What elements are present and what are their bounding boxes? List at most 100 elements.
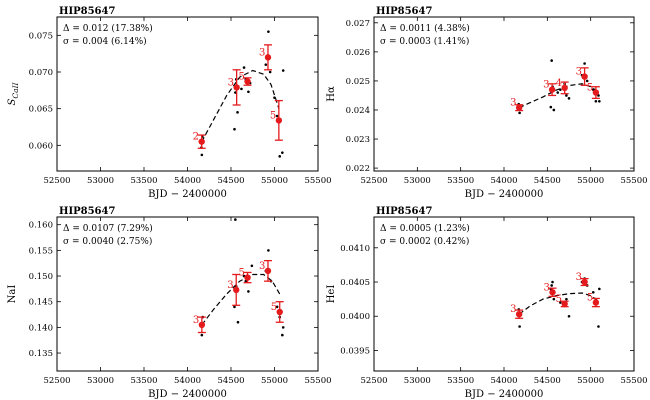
data-point: [247, 290, 250, 293]
y-axis-label: HeI: [326, 285, 337, 304]
y-tick-label: 0.026: [346, 48, 370, 58]
x-tick-label: 55000: [261, 376, 288, 386]
data-point: [234, 91, 237, 94]
x-tick-label: 52500: [360, 176, 387, 186]
y-tick-label: 0.155: [29, 246, 53, 256]
annotation-sigma: σ = 0.0003 (1.41%): [380, 36, 469, 47]
annotation-delta: Δ = 0.0011 (4.38%): [380, 23, 470, 34]
x-tick-label: 53500: [447, 376, 474, 386]
y-axis-label: NaI: [7, 285, 18, 304]
x-tick-label: 54000: [174, 176, 201, 186]
data-point: [275, 114, 279, 118]
x-tick-label: 55500: [304, 176, 331, 186]
count-label: 3: [228, 77, 234, 88]
y-tick-label: 0.135: [29, 349, 53, 359]
mean-point: [244, 78, 251, 85]
data-point: [552, 108, 556, 112]
data-point: [591, 290, 595, 294]
count-label: 3: [259, 47, 265, 58]
count-label: 4: [556, 78, 562, 89]
x-tick-label: 54500: [534, 376, 561, 386]
data-point: [240, 87, 243, 91]
y-tick-label: 0.065: [29, 105, 53, 115]
x-tick-label: 55000: [577, 376, 604, 386]
x-tick-label: 55000: [577, 176, 604, 186]
mean-point: [549, 289, 556, 296]
count-label: 5: [270, 110, 276, 121]
count-label: 3: [576, 272, 582, 283]
x-axis-label: BJD − 2400000: [465, 189, 544, 200]
y-tick-label: 0.025: [346, 77, 370, 87]
y-tick-label: 0.0405: [340, 278, 370, 288]
x-tick-label: 53000: [87, 176, 114, 186]
count-label: 3: [510, 98, 516, 109]
data-point: [264, 63, 268, 66]
mean-point: [264, 267, 272, 275]
data-point: [594, 99, 598, 103]
mean-point: [244, 274, 251, 281]
mean-point: [515, 104, 523, 111]
x-tick-label: 53500: [130, 176, 157, 186]
data-point: [518, 111, 521, 115]
count-label: 5: [556, 294, 562, 305]
data-point: [567, 314, 571, 318]
y-tick-label: 0.0395: [340, 346, 370, 356]
x-axis-label: BJD − 2400000: [148, 389, 227, 400]
data-point: [550, 284, 553, 287]
data-point: [200, 153, 204, 157]
y-tick-label: 0.027: [346, 19, 370, 29]
data-point: [552, 297, 556, 301]
y-tick-label: 0.070: [29, 68, 53, 78]
data-point: [565, 297, 568, 301]
y-tick-label: 0.024: [346, 106, 370, 116]
fit-curve: [518, 292, 597, 315]
x-tick-label: 54000: [490, 176, 517, 186]
data-point: [278, 155, 282, 158]
mean-point: [198, 138, 205, 145]
x-tick-label: 54500: [217, 376, 244, 386]
y-tick-label: 0.075: [29, 31, 53, 41]
fit-curve: [518, 83, 597, 109]
data-point: [281, 151, 284, 154]
data-point: [267, 249, 270, 252]
mean-point: [264, 54, 272, 61]
mean-point: [561, 84, 568, 92]
data-point: [233, 127, 236, 131]
data-point: [247, 90, 250, 94]
x-tick-label: 53500: [130, 376, 157, 386]
mean-point: [515, 310, 523, 318]
data-point: [236, 320, 240, 324]
mean-point: [581, 73, 588, 80]
count-label: 5: [239, 268, 245, 279]
count-label: 3: [510, 304, 516, 315]
y-tick-label: 0.060: [29, 141, 53, 151]
x-axis-label: BJD − 2400000: [148, 189, 227, 200]
y-axis-label: SCaII: [7, 81, 20, 105]
data-point: [233, 305, 236, 309]
data-point: [567, 97, 571, 100]
y-axis-label: Hα: [326, 86, 337, 102]
count-label: 5: [239, 72, 245, 83]
data-point: [583, 62, 586, 65]
data-point: [236, 111, 239, 114]
y-tick-label: 0.160: [29, 221, 53, 231]
x-tick-label: 52500: [43, 376, 70, 386]
count-label: 5: [587, 83, 593, 94]
x-tick-label: 54000: [490, 376, 517, 386]
mean-point: [592, 299, 600, 306]
fit-curve: [201, 273, 281, 326]
count-label: 3: [544, 282, 550, 293]
data-point: [551, 280, 554, 284]
data-point: [234, 218, 237, 221]
x-tick-label: 54500: [534, 176, 561, 186]
y-tick-label: 0.0410: [340, 244, 370, 254]
annotation-sigma: σ = 0.0002 (0.42%): [380, 236, 469, 247]
data-point: [267, 30, 270, 33]
data-point: [518, 325, 521, 328]
count-label: 3: [227, 280, 233, 291]
x-tick-label: 55500: [304, 376, 331, 386]
